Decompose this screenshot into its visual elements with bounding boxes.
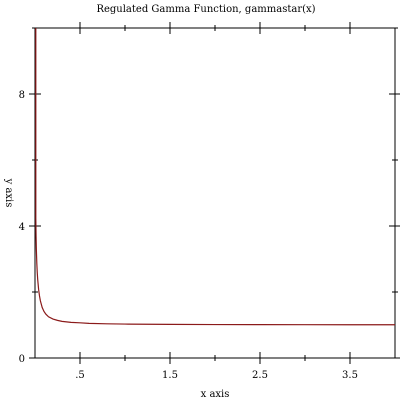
x-tick-label: 3.5 bbox=[342, 370, 358, 381]
plot-frame bbox=[34, 27, 396, 359]
series-line bbox=[35, 28, 396, 326]
axis-ticks bbox=[29, 22, 400, 364]
y-axis-label: y axis bbox=[3, 178, 14, 208]
x-axis-label: x axis bbox=[201, 389, 230, 400]
x-tick-label: 2.5 bbox=[252, 370, 268, 381]
x-tick-label: 1.5 bbox=[162, 370, 178, 381]
axis-tick-labels: .5 1.5 2.5 3.5 0 4 8 bbox=[19, 90, 358, 381]
x-tick-label: .5 bbox=[75, 370, 85, 381]
chart-title: Regulated Gamma Function, gammastar(x) bbox=[96, 4, 315, 15]
y-tick-label: 0 bbox=[19, 354, 25, 365]
series-group bbox=[35, 28, 396, 326]
y-tick-label: 8 bbox=[19, 90, 25, 101]
y-tick-label: 4 bbox=[19, 222, 25, 233]
